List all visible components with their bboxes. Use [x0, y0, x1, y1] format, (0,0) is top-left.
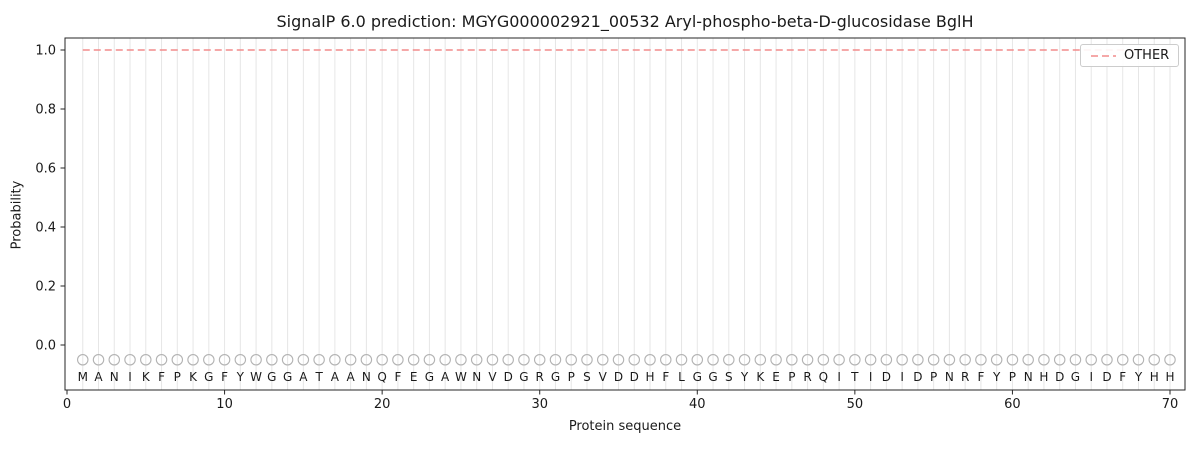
legend-dashed-line-icon [1091, 54, 1116, 57]
svg-text:0.2: 0.2 [35, 280, 56, 295]
svg-text:E: E [772, 370, 780, 384]
svg-text:M: M [78, 370, 88, 384]
svg-text:70: 70 [1162, 397, 1179, 412]
legend: OTHER [1080, 44, 1180, 67]
svg-text:10: 10 [216, 397, 233, 412]
svg-text:F: F [662, 370, 669, 384]
svg-text:N: N [110, 370, 119, 384]
svg-text:F: F [158, 370, 165, 384]
svg-text:A: A [299, 370, 308, 384]
svg-text:F: F [221, 370, 228, 384]
svg-text:I: I [128, 370, 132, 384]
svg-text:P: P [1009, 370, 1016, 384]
svg-text:H: H [1039, 370, 1048, 384]
svg-text:G: G [551, 370, 560, 384]
svg-text:N: N [945, 370, 954, 384]
svg-text:H: H [1150, 370, 1159, 384]
svg-text:N: N [1024, 370, 1033, 384]
svg-text:G: G [425, 370, 434, 384]
svg-text:V: V [599, 370, 608, 384]
svg-text:Y: Y [1134, 370, 1143, 384]
svg-text:N: N [472, 370, 481, 384]
svg-text:T: T [850, 370, 859, 384]
svg-text:P: P [568, 370, 575, 384]
svg-text:I: I [869, 370, 873, 384]
svg-text:H: H [645, 370, 654, 384]
svg-text:Y: Y [992, 370, 1001, 384]
svg-text:0.0: 0.0 [35, 339, 56, 354]
y-axis-ticks: 0.0 0.2 0.4 0.6 0.8 1.0 [35, 44, 65, 354]
svg-text:G: G [283, 370, 292, 384]
svg-text:1.0: 1.0 [35, 44, 56, 59]
svg-text:Y: Y [236, 370, 245, 384]
svg-text:Q: Q [377, 370, 386, 384]
svg-text:D: D [614, 370, 623, 384]
svg-text:R: R [536, 370, 544, 384]
svg-text:0: 0 [63, 397, 71, 412]
svg-text:D: D [913, 370, 922, 384]
svg-text:60: 60 [1004, 397, 1021, 412]
svg-text:G: G [267, 370, 276, 384]
legend-label: OTHER [1124, 48, 1170, 63]
svg-text:D: D [630, 370, 639, 384]
svg-text:P: P [930, 370, 937, 384]
svg-text:A: A [331, 370, 340, 384]
svg-text:20: 20 [374, 397, 391, 412]
svg-text:N: N [362, 370, 371, 384]
svg-text:D: D [882, 370, 891, 384]
svg-text:I: I [837, 370, 841, 384]
svg-text:P: P [174, 370, 181, 384]
svg-text:L: L [678, 370, 685, 384]
svg-text:G: G [1071, 370, 1080, 384]
svg-text:F: F [977, 370, 984, 384]
x-axis-label: Protein sequence [568, 419, 682, 434]
svg-text:0.6: 0.6 [35, 162, 56, 177]
svg-text:G: G [204, 370, 213, 384]
svg-text:0.8: 0.8 [35, 103, 56, 118]
svg-text:P: P [788, 370, 795, 384]
svg-text:V: V [488, 370, 497, 384]
svg-text:D: D [1102, 370, 1111, 384]
svg-text:H: H [1165, 370, 1174, 384]
axes-spines [64, 37, 1186, 391]
chart-title: SignalP 6.0 prediction: MGYG000002921_00… [276, 12, 974, 31]
svg-text:W: W [455, 370, 467, 384]
svg-text:W: W [250, 370, 262, 384]
grid-lines [82, 38, 1171, 390]
svg-text:A: A [347, 370, 356, 384]
svg-text:G: G [693, 370, 702, 384]
svg-text:R: R [961, 370, 969, 384]
svg-text:I: I [1089, 370, 1093, 384]
svg-text:S: S [583, 370, 591, 384]
svg-text:40: 40 [689, 397, 706, 412]
svg-text:Q: Q [819, 370, 828, 384]
svg-text:D: D [1055, 370, 1064, 384]
svg-text:D: D [504, 370, 513, 384]
svg-text:F: F [1119, 370, 1126, 384]
svg-text:K: K [756, 370, 765, 384]
svg-text:T: T [314, 370, 323, 384]
svg-text:A: A [441, 370, 450, 384]
y-axis-label: Probability [9, 180, 25, 250]
svg-text:K: K [142, 370, 151, 384]
svg-text:F: F [394, 370, 401, 384]
svg-text:I: I [900, 370, 904, 384]
svg-text:A: A [94, 370, 103, 384]
svg-text:G: G [708, 370, 717, 384]
svg-text:Y: Y [740, 370, 749, 384]
svg-text:30: 30 [531, 397, 548, 412]
svg-text:S: S [725, 370, 733, 384]
x-axis-ticks: 0 10 20 30 40 50 60 70 [63, 390, 1178, 412]
svg-text:0.4: 0.4 [35, 221, 56, 236]
svg-text:R: R [803, 370, 811, 384]
svg-text:50: 50 [847, 397, 864, 412]
sequence-markers [77, 353, 1176, 366]
svg-text:G: G [519, 370, 528, 384]
svg-text:K: K [189, 370, 198, 384]
svg-text:E: E [410, 370, 418, 384]
